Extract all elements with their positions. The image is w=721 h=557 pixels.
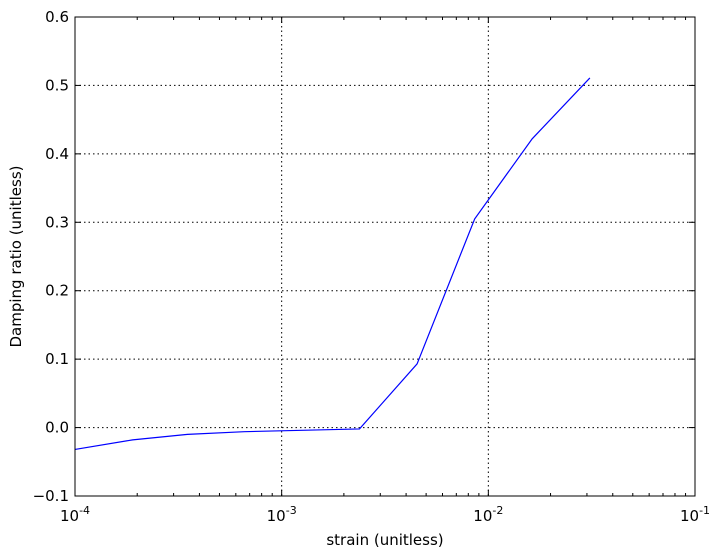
y-tick-label: −0.1 — [33, 487, 69, 505]
ticks — [74, 16, 696, 497]
y-tick-labels: −0.1 0.0 0.1 0.2 0.3 0.4 0.5 0.6 — [33, 8, 69, 505]
y-tick-label: 0.0 — [45, 419, 69, 437]
x-tick-label: 10-1 — [680, 504, 710, 525]
plot-frame — [74, 16, 696, 497]
x-tick-label: 10-3 — [267, 504, 297, 525]
x-axis-title: strain (unitless) — [326, 531, 443, 549]
y-tick-label: 0.2 — [45, 282, 69, 300]
y-axis-title: Damping ratio (unitless) — [7, 166, 25, 348]
grid — [75, 17, 695, 496]
x-tick-label: 10-4 — [60, 504, 90, 525]
series-line — [74, 77, 591, 451]
series-layer — [74, 77, 591, 451]
y-tick-label: 0.5 — [45, 76, 69, 94]
y-tick-label: 0.4 — [45, 145, 69, 163]
y-tick-label: 0.6 — [45, 8, 69, 26]
y-tick-label: 0.1 — [45, 350, 69, 368]
y-tick-label: 0.3 — [45, 213, 69, 231]
x-tick-label: 10-2 — [473, 504, 503, 525]
x-tick-labels: 10-4 10-3 10-2 10-1 — [60, 504, 710, 525]
